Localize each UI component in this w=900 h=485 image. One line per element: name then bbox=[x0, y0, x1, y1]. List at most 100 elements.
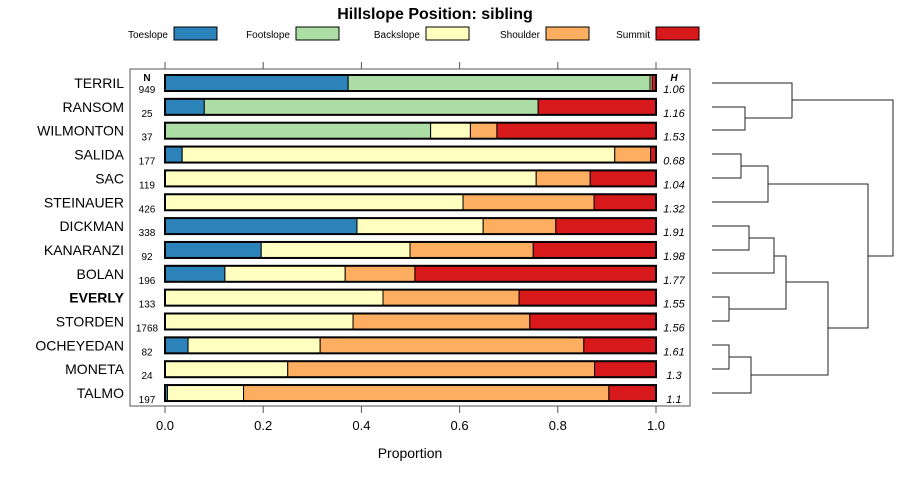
bar-outline bbox=[164, 312, 657, 331]
h-value: 1.53 bbox=[663, 132, 685, 144]
bar-segment-summit bbox=[532, 241, 657, 259]
legend-swatch bbox=[173, 26, 218, 41]
h-value: 1.55 bbox=[663, 299, 685, 311]
legend-label: Shoulder bbox=[500, 30, 541, 41]
dendrogram bbox=[712, 82, 894, 394]
bar-segment-summit bbox=[593, 193, 657, 211]
chart-title: Hillslope Position: sibling bbox=[337, 6, 533, 23]
category-label: OCHEYEDAN bbox=[35, 337, 124, 353]
bar-outline bbox=[164, 97, 657, 116]
dendrogram-branch bbox=[712, 344, 752, 394]
n-value: 25 bbox=[141, 109, 153, 120]
h-value: 1.98 bbox=[663, 251, 685, 263]
bar-outline bbox=[164, 264, 657, 283]
category-label: RANSOM bbox=[63, 99, 124, 115]
n-value: 196 bbox=[139, 276, 156, 287]
h-value: 1.06 bbox=[663, 84, 685, 96]
bar-segment-summit bbox=[555, 217, 657, 235]
bar-segment-summit bbox=[583, 336, 657, 354]
bar-segment-shoulder bbox=[352, 313, 531, 330]
h-value: 1.91 bbox=[663, 227, 684, 239]
bar-segment-shoulder bbox=[614, 146, 652, 164]
bar-segment-summit bbox=[518, 289, 657, 307]
bar-segment-shoulder bbox=[482, 217, 557, 235]
x-axis-label: Proportion bbox=[378, 445, 443, 461]
h-value: 1.61 bbox=[663, 346, 684, 358]
legend-label: Summit bbox=[616, 30, 650, 41]
h-value: 0.68 bbox=[663, 156, 685, 168]
bar-outline bbox=[164, 145, 657, 164]
n-value: 133 bbox=[139, 300, 156, 311]
bar-segment-toeslope bbox=[164, 146, 183, 164]
bar-segment-summit bbox=[414, 265, 657, 283]
bar-segment-footslope bbox=[347, 74, 651, 92]
bar-segment-shoulder bbox=[243, 384, 610, 402]
h-value: 1.04 bbox=[663, 179, 684, 191]
category-label: KANARANZI bbox=[44, 242, 124, 258]
bar-segment-shoulder bbox=[319, 336, 585, 354]
bar-segment-toeslope bbox=[164, 74, 349, 92]
x-tick-label: 1.0 bbox=[647, 418, 665, 433]
bar-segment-summit bbox=[537, 98, 657, 116]
legend-swatch bbox=[425, 26, 470, 41]
n-value: 949 bbox=[139, 85, 156, 96]
h-value: 1.32 bbox=[663, 203, 684, 215]
category-label: EVERLY bbox=[69, 290, 124, 306]
bar-segment-summit bbox=[496, 122, 657, 140]
n-value: 177 bbox=[139, 157, 156, 168]
bar-segment-toeslope bbox=[164, 241, 262, 259]
bar-segment-backslope bbox=[430, 122, 471, 140]
dendrogram-branch bbox=[712, 82, 894, 257]
legend-swatch bbox=[655, 26, 700, 41]
dendrogram-branch bbox=[712, 153, 869, 329]
n-header: N bbox=[143, 73, 150, 84]
bar-segment-toeslope bbox=[164, 265, 226, 283]
bar-segment-shoulder bbox=[469, 122, 498, 140]
bar-outline bbox=[164, 288, 657, 307]
x-tick-label: 0.0 bbox=[156, 418, 174, 433]
x-tick-label: 0.8 bbox=[549, 418, 567, 433]
x-tick-label: 0.2 bbox=[254, 418, 272, 433]
bar-segment-shoulder bbox=[382, 289, 520, 307]
bar-segment-backslope bbox=[181, 146, 616, 164]
legend-label: Toeslope bbox=[128, 30, 168, 41]
category-label: STEINAUER bbox=[44, 194, 124, 210]
h-value: 1.56 bbox=[663, 323, 685, 335]
category-label: SALIDA bbox=[74, 147, 124, 163]
bar-segment-backslope bbox=[224, 265, 346, 283]
plot-frame bbox=[129, 68, 691, 407]
bar-segment-summit bbox=[594, 360, 657, 378]
bar-segment-summit bbox=[589, 169, 657, 187]
bar-outline bbox=[164, 121, 657, 140]
n-value: 338 bbox=[139, 228, 156, 239]
legend-swatch bbox=[545, 26, 590, 41]
legend: Toeslope Footslope Backslope Shoulder Summit bbox=[128, 26, 700, 41]
n-value: 197 bbox=[139, 395, 156, 406]
bar-outline bbox=[164, 384, 657, 403]
bar-segment-backslope bbox=[164, 193, 464, 211]
bar-outline bbox=[164, 169, 657, 188]
bar-outline bbox=[164, 360, 657, 379]
dendrogram-branch bbox=[712, 225, 829, 376]
bar-segment-backslope bbox=[166, 384, 245, 402]
bar-segment-backslope bbox=[164, 289, 384, 307]
n-value: 24 bbox=[141, 371, 153, 382]
bar-outline bbox=[164, 336, 657, 355]
h-value: 1.1 bbox=[666, 394, 681, 406]
category-label: MONETA bbox=[65, 361, 125, 377]
bar-segment-backslope bbox=[164, 169, 537, 187]
x-tick-label: 0.4 bbox=[352, 418, 370, 433]
bar-outline bbox=[164, 74, 657, 92]
n-value: 92 bbox=[141, 252, 153, 263]
bar-segment-toeslope bbox=[164, 217, 358, 235]
bar-segment-footslope bbox=[164, 122, 432, 140]
bar-segment-backslope bbox=[164, 313, 354, 330]
bar-segment-backslope bbox=[356, 217, 484, 235]
bar-outline bbox=[164, 217, 657, 236]
bar-segment-shoulder bbox=[409, 241, 534, 259]
legend-label: Footslope bbox=[246, 30, 290, 41]
n-value: 37 bbox=[141, 133, 153, 144]
bar-segment-shoulder bbox=[287, 360, 596, 378]
bar-segment-toeslope bbox=[164, 336, 189, 354]
